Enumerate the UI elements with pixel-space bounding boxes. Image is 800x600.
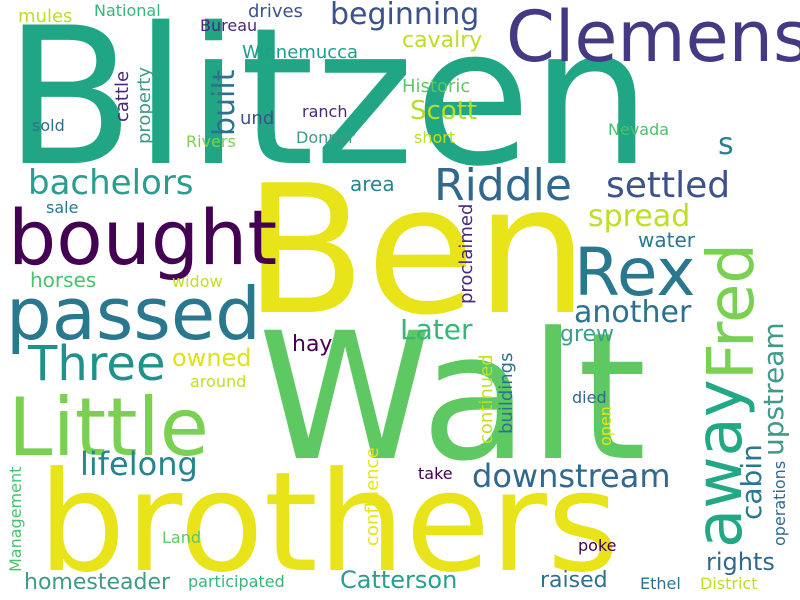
word-walt: Walt (258, 295, 647, 500)
word-beginning: beginning (330, 0, 480, 32)
word-water: water (638, 228, 695, 252)
word-clemens: Clemens (506, 0, 800, 78)
word-spread: spread (588, 199, 691, 234)
word-brothers: brothers (38, 442, 619, 600)
word-bought: bought (8, 193, 278, 282)
word-blitzen: Blitzen (4, 0, 652, 208)
word-downstream: downstream (472, 457, 671, 495)
word-ranch: ranch (302, 102, 348, 121)
word-fred: Fred (695, 242, 769, 380)
word-rex: Rex (574, 234, 696, 311)
word-catterson: Catterson (340, 566, 458, 594)
word-poke: poke (578, 536, 617, 555)
word-little: Little (8, 381, 209, 474)
word-cattle: cattle (112, 70, 133, 122)
word-lifelong: lifelong (80, 445, 198, 483)
word-ben: Ben (244, 147, 589, 354)
word-historic: Historic (402, 76, 471, 97)
word-cabin: cabin (735, 444, 768, 520)
word-continued: continued (476, 354, 497, 444)
word-upstream: upstream (757, 322, 790, 456)
word-buildings: buildings (496, 352, 517, 434)
word-three: Three (28, 336, 166, 392)
word-operations: operations (770, 460, 789, 546)
word-bureau: Bureau (200, 16, 258, 35)
word-sale: sale (46, 198, 79, 217)
word-land: Land (162, 528, 202, 547)
word-rivers: Rivers (186, 132, 236, 151)
word-proclaimed: proclaimed (456, 203, 477, 304)
word-widow: widow (172, 272, 223, 291)
word-participated: participated (188, 572, 285, 591)
word-passed: passed (6, 272, 261, 356)
word-settled: settled (606, 165, 731, 206)
word-hay: hay (292, 332, 333, 357)
word-horses: horses (30, 268, 97, 292)
word-open: open (596, 406, 615, 446)
word-district: District (700, 574, 758, 593)
word-rights: rights (706, 548, 775, 576)
word-property: property (134, 66, 155, 144)
word-scott: Scott (410, 96, 478, 126)
word-riddle: Riddle (434, 160, 572, 211)
word-sold: sold (32, 116, 65, 135)
word-later: Later (400, 313, 473, 346)
word-grew: grew (560, 322, 615, 347)
word-national: National (94, 1, 161, 20)
word-around: around (190, 372, 247, 391)
word-und: und (240, 108, 275, 129)
word-ethel: Ethel (640, 574, 681, 593)
word-winnemucca: Winnemucca (242, 42, 359, 63)
word-mules: mules (18, 6, 73, 27)
word-area: area (350, 172, 395, 196)
word-short: short (414, 128, 456, 147)
word-drives: drives (248, 1, 303, 22)
word-confluence: confluence (362, 447, 383, 546)
word-owned: owned (172, 344, 252, 372)
word-donner: Donner (296, 128, 355, 147)
word-nevada: Nevada (608, 120, 670, 139)
word-another: another (574, 295, 692, 330)
word-management: Management (6, 466, 25, 572)
word-bachelors: bachelors (28, 163, 194, 203)
word-died: died (572, 388, 607, 407)
word-cavalry: cavalry (402, 28, 483, 53)
word-take: take (418, 464, 453, 483)
word-s: s (718, 127, 734, 162)
word-raised: raised (540, 568, 608, 593)
word-built: built (207, 69, 242, 137)
word-homesteader: homesteader (24, 570, 171, 595)
